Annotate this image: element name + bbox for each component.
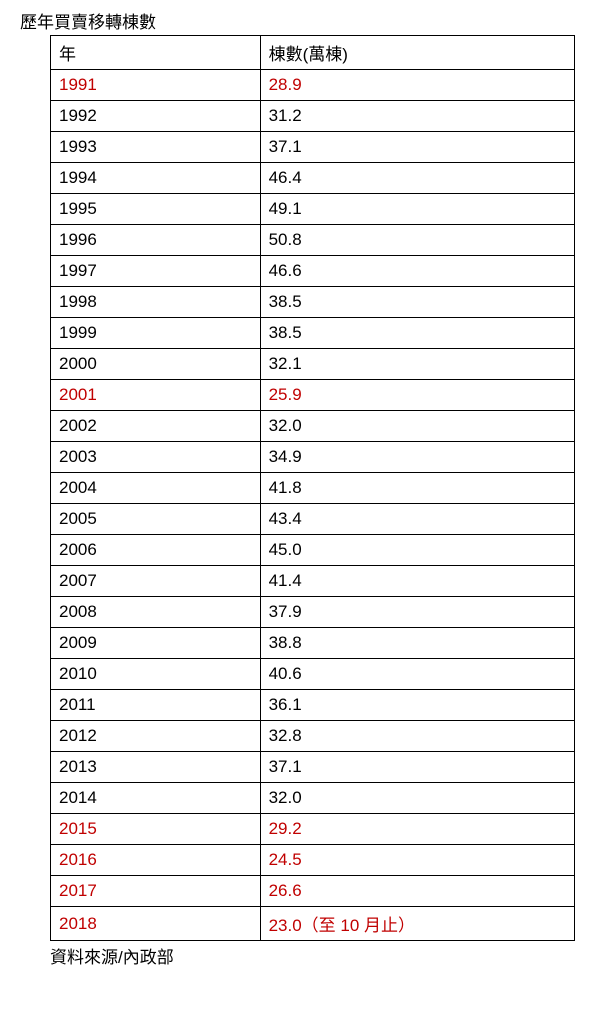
- cell-value: 41.4: [260, 566, 574, 597]
- table-row: 200543.4: [51, 504, 575, 535]
- cell-value: 36.1: [260, 690, 574, 721]
- cell-year: 2017: [51, 876, 261, 907]
- cell-year: 2006: [51, 535, 261, 566]
- table-row: 199650.8: [51, 225, 575, 256]
- cell-year: 2016: [51, 845, 261, 876]
- table-row: 199549.1: [51, 194, 575, 225]
- cell-year: 1991: [51, 70, 261, 101]
- table-row: 201136.1: [51, 690, 575, 721]
- table-row: 200334.9: [51, 442, 575, 473]
- cell-value: 38.5: [260, 287, 574, 318]
- cell-year: 1998: [51, 287, 261, 318]
- page-title: 歷年買賣移轉棟數: [20, 8, 579, 33]
- cell-value: 32.0: [260, 411, 574, 442]
- cell-year: 1994: [51, 163, 261, 194]
- table-row: 199838.5: [51, 287, 575, 318]
- cell-year: 2009: [51, 628, 261, 659]
- cell-value: 49.1: [260, 194, 574, 225]
- cell-year: 2011: [51, 690, 261, 721]
- cell-year: 2000: [51, 349, 261, 380]
- table-row: 199128.9: [51, 70, 575, 101]
- cell-year: 1999: [51, 318, 261, 349]
- cell-year: 2002: [51, 411, 261, 442]
- table-row: 200441.8: [51, 473, 575, 504]
- column-header-year: 年: [51, 36, 261, 70]
- table-row: 200741.4: [51, 566, 575, 597]
- cell-year: 1995: [51, 194, 261, 225]
- cell-value: 46.4: [260, 163, 574, 194]
- cell-value: 40.6: [260, 659, 574, 690]
- cell-value: 31.2: [260, 101, 574, 132]
- cell-value: 32.8: [260, 721, 574, 752]
- cell-value: 37.1: [260, 132, 574, 163]
- table-row: 201823.0（至 10 月止）: [51, 907, 575, 941]
- table-row: 200232.0: [51, 411, 575, 442]
- table-row: 201624.5: [51, 845, 575, 876]
- cell-year: 2007: [51, 566, 261, 597]
- table-row: 199337.1: [51, 132, 575, 163]
- table-row: 199231.2: [51, 101, 575, 132]
- table-row: 200645.0: [51, 535, 575, 566]
- table-row: 199446.4: [51, 163, 575, 194]
- cell-year: 2013: [51, 752, 261, 783]
- cell-value: 26.6: [260, 876, 574, 907]
- table-header-row: 年 棟數(萬棟): [51, 36, 575, 70]
- data-table: 年 棟數(萬棟) 199128.9199231.2199337.1199446.…: [50, 35, 575, 941]
- table-row: 200125.9: [51, 380, 575, 411]
- table-row: 201040.6: [51, 659, 575, 690]
- cell-value: 28.9: [260, 70, 574, 101]
- cell-value: 24.5: [260, 845, 574, 876]
- cell-value: 38.8: [260, 628, 574, 659]
- table-row: 200032.1: [51, 349, 575, 380]
- cell-year: 2014: [51, 783, 261, 814]
- cell-value: 32.1: [260, 349, 574, 380]
- cell-value: 50.8: [260, 225, 574, 256]
- cell-year: 2001: [51, 380, 261, 411]
- table-row: 201232.8: [51, 721, 575, 752]
- cell-value: 34.9: [260, 442, 574, 473]
- cell-value: 25.9: [260, 380, 574, 411]
- table-row: 201432.0: [51, 783, 575, 814]
- cell-value: 43.4: [260, 504, 574, 535]
- table-row: 200837.9: [51, 597, 575, 628]
- cell-year: 2010: [51, 659, 261, 690]
- cell-year: 2015: [51, 814, 261, 845]
- cell-value: 23.0（至 10 月止）: [260, 907, 574, 941]
- table-row: 201529.2: [51, 814, 575, 845]
- cell-year: 1996: [51, 225, 261, 256]
- cell-year: 2008: [51, 597, 261, 628]
- cell-value: 32.0: [260, 783, 574, 814]
- cell-year: 2005: [51, 504, 261, 535]
- table-row: 200938.8: [51, 628, 575, 659]
- cell-year: 1993: [51, 132, 261, 163]
- table-row: 201726.6: [51, 876, 575, 907]
- cell-year: 2004: [51, 473, 261, 504]
- cell-value: 38.5: [260, 318, 574, 349]
- column-header-value: 棟數(萬棟): [260, 36, 574, 70]
- table-row: 201337.1: [51, 752, 575, 783]
- cell-value: 45.0: [260, 535, 574, 566]
- data-source: 資料來源/內政部: [50, 943, 579, 968]
- cell-year: 2003: [51, 442, 261, 473]
- cell-year: 2012: [51, 721, 261, 752]
- cell-value: 37.9: [260, 597, 574, 628]
- table-row: 199938.5: [51, 318, 575, 349]
- cell-value: 41.8: [260, 473, 574, 504]
- cell-value: 37.1: [260, 752, 574, 783]
- cell-year: 1992: [51, 101, 261, 132]
- cell-year: 2018: [51, 907, 261, 941]
- cell-year: 1997: [51, 256, 261, 287]
- table-row: 199746.6: [51, 256, 575, 287]
- cell-value: 29.2: [260, 814, 574, 845]
- cell-value: 46.6: [260, 256, 574, 287]
